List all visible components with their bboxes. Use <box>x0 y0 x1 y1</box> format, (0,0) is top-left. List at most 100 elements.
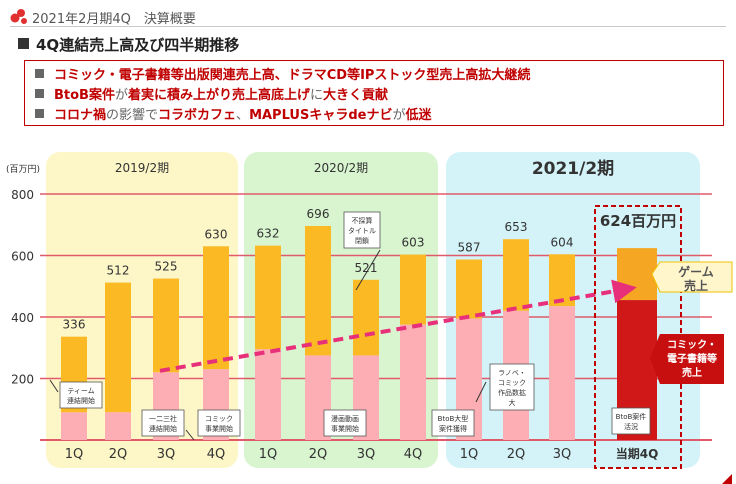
annotation-text: 連結開始 <box>67 396 95 405</box>
annotation-box <box>197 409 241 437</box>
annotation-text: 事業開始 <box>331 424 359 433</box>
y-tick-label: 200 <box>11 373 34 387</box>
annotation-box <box>343 211 381 249</box>
bar-game <box>400 254 426 325</box>
annotation-text: 一二三社 <box>149 414 177 423</box>
period-label: 2020/2期 <box>314 161 368 175</box>
annotation-leader-line <box>49 379 59 393</box>
legend-comic-text: コミック・ <box>667 339 717 351</box>
annotation-leader-line <box>185 429 195 441</box>
annotation-leader-line <box>355 249 381 291</box>
bullet-text-segment: の影響で <box>106 108 159 123</box>
annotation-box <box>141 409 185 437</box>
bullet-text-segment: 大きく貢献 <box>323 88 389 103</box>
bar-game <box>105 282 131 413</box>
period-band <box>244 152 438 468</box>
annotation-text: BtoB大型 <box>438 414 469 423</box>
annotation-text: 活況 <box>624 422 638 431</box>
bar-game <box>305 225 331 356</box>
x-category-label: 2Q <box>309 447 328 462</box>
bar-game <box>353 279 379 356</box>
bar-value-label: 336 <box>63 318 86 332</box>
bullet-text-segment: 、 <box>236 108 250 123</box>
bullet-text-segment: コラボカフェ <box>158 108 237 123</box>
bullet-square-icon <box>35 89 44 98</box>
current-total-label: 624百万円 <box>600 212 676 230</box>
bullet-square-icon <box>35 69 44 78</box>
annotation-text: 連結開始 <box>149 424 177 433</box>
bar-value-label: 630 <box>205 227 228 241</box>
legend-comic-text: 売上 <box>682 366 702 379</box>
bar-game <box>153 278 179 373</box>
legend-game-text: 売上 <box>684 278 708 293</box>
bullet-text-segment: 低迷 <box>405 108 432 123</box>
annotation-text: コミック <box>498 379 526 387</box>
x-category-label: 3Q <box>157 447 176 462</box>
header-divider <box>10 26 726 27</box>
y-tick-label: 800 <box>11 188 34 202</box>
x-category-label: 1Q <box>259 447 278 462</box>
x-category-label: 1Q <box>460 447 479 462</box>
x-category-label: 2Q <box>507 447 526 462</box>
annotation-box <box>59 381 103 409</box>
annotation-box <box>489 363 535 411</box>
bullet-text-segment: BtoB案件 <box>54 88 115 103</box>
x-category-label: 4Q <box>207 447 226 462</box>
bullet-text-segment: が <box>114 88 128 103</box>
bar-comic <box>549 306 575 440</box>
bar-game <box>203 246 229 370</box>
section-bullet-square <box>18 38 29 49</box>
annotation-text: ラノベ・ <box>498 369 526 377</box>
annotation-box <box>431 409 475 437</box>
y-tick-label: 600 <box>11 250 34 264</box>
bar-game <box>456 259 482 319</box>
summary-box: コミック・電子書籍等出版関連売上高、ドラマCD等IPストック型売上高拡大継続 B… <box>24 60 724 126</box>
annotation-text: 案件獲得 <box>439 424 467 433</box>
summary-bullet-2: BtoB案件が着実に積み上がり売上高底上げに大きく貢献 <box>35 84 388 104</box>
bar-comic <box>255 349 281 440</box>
section-title: 4Q連結売上高及び四半期推移 <box>36 36 240 54</box>
annotation-text: コミック <box>205 415 233 423</box>
bullet-text-segment: コミック・電子書籍等出版関連売上高、ドラマCD等IPストック型売上高拡大継続 <box>54 68 531 83</box>
annotation-box <box>323 409 367 437</box>
annotation-text: 事業開始 <box>205 424 233 433</box>
bullet-text-segment: MAPLUSキャラdeナビ <box>249 108 393 123</box>
bar-game <box>503 239 529 311</box>
summary-bullet-3: コロナ禍の影響でコラボカフェ、MAPLUSキャラdeナビが低迷 <box>35 104 431 124</box>
trend-arrow <box>159 279 637 373</box>
bar-value-label: 525 <box>155 260 178 274</box>
bullet-text-segment: が <box>392 108 406 123</box>
legend-comic-callout <box>650 334 724 384</box>
bullet-text-segment: に <box>310 88 324 103</box>
bar-comic <box>400 324 426 440</box>
bar-value-label: 587 <box>458 240 481 254</box>
period-label: 2019/2期 <box>115 161 169 175</box>
annotation-text: 閉鎖 <box>355 236 369 245</box>
bar-value-label: 696 <box>307 207 330 221</box>
legend-comic-text: 電子書籍等 <box>667 352 717 365</box>
bar-value-label: 604 <box>551 235 574 249</box>
bar-game <box>617 248 657 301</box>
annotation-text: 作品数拡 <box>498 388 526 397</box>
y-tick-label: 400 <box>11 311 34 325</box>
bullet-text-segment: 着実に積み上がり売上高底上げ <box>127 88 310 103</box>
annotation-text: 不採算 <box>352 216 373 225</box>
summary-bullet-1: コミック・電子書籍等出版関連売上高、ドラマCD等IPストック型売上高拡大継続 <box>35 64 530 84</box>
bar-comic <box>105 412 131 440</box>
bar-comic <box>61 412 87 440</box>
bullet-square-icon <box>35 109 44 118</box>
x-category-label: 2Q <box>109 447 128 462</box>
annotation-leader-line <box>475 381 487 403</box>
bullet-text-segment: コロナ禍 <box>54 108 107 123</box>
annotation-text: ティーム <box>67 387 94 395</box>
x-category-label: 4Q <box>404 447 423 462</box>
x-category-label: 当期4Q <box>616 446 659 461</box>
quarterly-sales-chart: 2019/2期 2020/2期 2021/2期 200400600800(百万円) … <box>6 152 733 469</box>
x-category-label: 3Q <box>553 447 572 462</box>
x-category-label: 1Q <box>65 447 84 462</box>
annotation-text: 大 <box>509 398 516 407</box>
bar-value-label: 603 <box>402 236 425 250</box>
bar-game <box>255 245 281 350</box>
x-category-label: 3Q <box>357 447 376 462</box>
annotation-text: 漫画動画 <box>331 414 359 423</box>
